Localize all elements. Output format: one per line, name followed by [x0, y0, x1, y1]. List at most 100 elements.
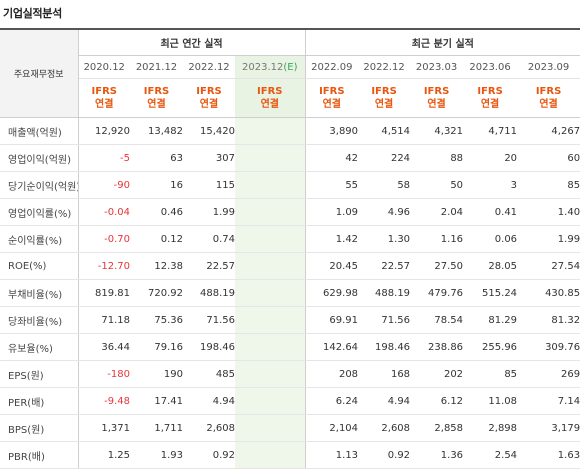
- period-header-quarter-4: 2023.09: [517, 55, 580, 79]
- annual-value-cell: -0.04: [78, 198, 130, 226]
- quarter-value-cell: 4,267: [517, 117, 580, 145]
- table-row: 유보율(%) 36.44 79.16 198.46 142.64 198.46 238.86…: [0, 333, 580, 361]
- row-label: 영업이익률(%): [0, 198, 79, 226]
- quarter-value-cell: 22.57: [358, 252, 411, 280]
- quarter-value-cell: 1.30: [358, 225, 411, 253]
- quarter-value-cell: 1.99: [517, 225, 580, 253]
- table-row: ROE(%) -12.70 12.38 22.57 20.45 22.57 27.50 28.…: [0, 252, 580, 280]
- quarter-value-cell: 629.98: [305, 279, 359, 307]
- annual-value-cell: 1.99: [183, 198, 235, 226]
- annual-value-cell: 307: [183, 144, 235, 172]
- ifrs-basis-label: IFRS 연결: [463, 78, 518, 118]
- quarter-value-cell: 2,898: [463, 414, 518, 442]
- annual-value-cell: [235, 144, 306, 172]
- annual-value-cell: 488.19: [183, 279, 235, 307]
- quarter-value-cell: 2,608: [358, 414, 411, 442]
- quarter-value-cell: 269: [517, 360, 580, 388]
- annual-value-cell: 13,482: [130, 117, 183, 145]
- annual-value-cell: 22.57: [183, 252, 235, 280]
- annual-value-cell: [235, 414, 306, 442]
- annual-value-cell: 12,920: [78, 117, 130, 145]
- quarter-value-cell: 2,104: [305, 414, 359, 442]
- quarter-value-cell: 0.06: [463, 225, 518, 253]
- annual-value-cell: [235, 279, 306, 307]
- annual-value-cell: 819.81: [78, 279, 130, 307]
- quarter-value-cell: 0.41: [463, 198, 518, 226]
- row-label: EPS(원): [0, 360, 79, 388]
- table-row: 영업이익률(%) -0.04 0.46 1.99 1.09 4.96 2.04 0.41 1.4…: [0, 198, 580, 226]
- row-label: PER(배): [0, 387, 79, 415]
- quarter-value-cell: 1.13: [305, 441, 359, 469]
- annual-value-cell: 0.92: [183, 441, 235, 469]
- consolidated-label: 연결: [539, 99, 558, 110]
- ifrs-label: IFRS: [535, 86, 562, 97]
- ifrs-basis-label: IFRS 연결: [410, 78, 464, 118]
- period-label: 2022.12: [188, 61, 230, 73]
- annual-value-cell: [235, 252, 306, 280]
- row-label: 당좌비율(%): [0, 306, 79, 334]
- quarter-value-cell: 168: [358, 360, 411, 388]
- quarter-value-cell: 479.76: [410, 279, 464, 307]
- period-header-annual-2: 2022.12: [183, 55, 235, 79]
- quarter-value-cell: 6.12: [410, 387, 464, 415]
- period-label: 2023.12: [242, 61, 284, 73]
- quarter-value-cell: 60: [517, 144, 580, 172]
- quarter-value-cell: 81.32: [517, 306, 580, 334]
- table-row: 부채비율(%) 819.81 720.92 488.19 629.98 488.19 479…: [0, 279, 580, 307]
- quarter-value-cell: 20: [463, 144, 518, 172]
- quarter-value-cell: 28.05: [463, 252, 518, 280]
- stub-header: 주요재무정보: [0, 28, 79, 118]
- annual-value-cell: 190: [130, 360, 183, 388]
- quarter-value-cell: 3,179: [517, 414, 580, 442]
- table-row: 영업이익(억원) -5 63 307 42 224 88 20 60: [0, 144, 580, 172]
- table-row: 순이익률(%) -0.70 0.12 0.74 1.42 1.30 1.16 0.06 1.99: [0, 225, 580, 253]
- annual-value-cell: 12.38: [130, 252, 183, 280]
- quarter-value-cell: 3: [463, 171, 518, 199]
- quarter-value-cell: 6.24: [305, 387, 359, 415]
- consolidated-label: 연결: [427, 99, 446, 110]
- quarter-value-cell: 1.40: [517, 198, 580, 226]
- table-row: PER(배) -9.48 17.41 4.94 6.24 4.94 6.12 11.08 7.1…: [0, 387, 580, 415]
- annual-value-cell: 198.46: [183, 333, 235, 361]
- quarter-value-cell: 78.54: [410, 306, 464, 334]
- quarter-value-cell: 309.76: [517, 333, 580, 361]
- quarter-value-cell: 20.45: [305, 252, 359, 280]
- estimate-mark: (E): [283, 61, 298, 73]
- annual-value-cell: 1.25: [78, 441, 130, 469]
- period-label: 2020.12: [83, 61, 125, 73]
- period-header-quarter-0: 2022.09: [305, 55, 359, 79]
- annual-value-cell: [235, 387, 306, 415]
- annual-value-cell: 485: [183, 360, 235, 388]
- table-row: PBR(배) 1.25 1.93 0.92 1.13 0.92 1.36 2.54 1.63: [0, 441, 580, 469]
- consolidated-label: 연결: [199, 99, 219, 110]
- quarter-value-cell: 7.14: [517, 387, 580, 415]
- quarter-value-cell: 1.16: [410, 225, 464, 253]
- consolidated-label: 연결: [260, 99, 279, 110]
- period-header-annual-1: 2021.12: [130, 55, 183, 79]
- row-label: 매출액(억원): [0, 117, 79, 145]
- quarter-value-cell: 142.64: [305, 333, 359, 361]
- table-row: 당기순이익(억원) -90 16 115 55 58 50 3 85: [0, 171, 580, 199]
- annual-value-cell: [235, 198, 306, 226]
- quarter-group-header: 최근 분기 실적: [305, 28, 580, 56]
- annual-value-cell: -90: [78, 171, 130, 199]
- quarter-value-cell: 1.63: [517, 441, 580, 469]
- quarter-value-cell: 50: [410, 171, 464, 199]
- quarter-value-cell: 81.29: [463, 306, 518, 334]
- quarter-value-cell: 208: [305, 360, 359, 388]
- quarter-value-cell: 515.24: [463, 279, 518, 307]
- row-label: 당기순이익(억원): [0, 171, 79, 199]
- annual-value-cell: 0.12: [130, 225, 183, 253]
- quarter-value-cell: 4,321: [410, 117, 464, 145]
- period-header-annual-0: 2020.12: [78, 55, 130, 79]
- quarter-value-cell: 1.42: [305, 225, 359, 253]
- quarter-value-cell: 238.86: [410, 333, 464, 361]
- row-label: 영업이익(억원): [0, 144, 79, 172]
- quarter-value-cell: 488.19: [358, 279, 411, 307]
- ifrs-basis-label: IFRS 연결: [235, 78, 306, 118]
- quarter-value-cell: 55: [305, 171, 359, 199]
- ifrs-label: IFRS: [477, 86, 503, 97]
- period-header-quarter-3: 2023.06: [463, 55, 518, 79]
- quarter-value-cell: 2,858: [410, 414, 464, 442]
- period-header-quarter-1: 2022.12: [358, 55, 411, 79]
